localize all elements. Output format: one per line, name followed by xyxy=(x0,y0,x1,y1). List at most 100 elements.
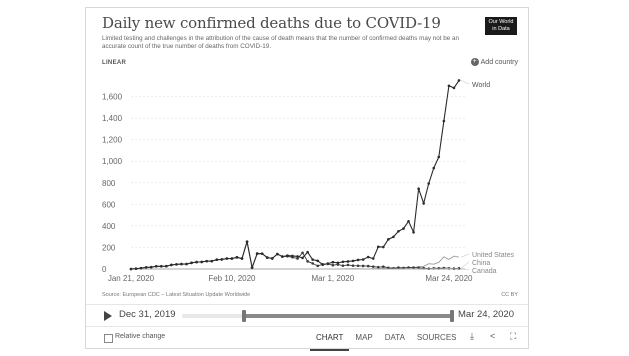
data-point xyxy=(366,264,370,268)
data-point xyxy=(260,252,264,255)
y-tick-label: 600 xyxy=(102,200,116,209)
y-tick-label: 1,200 xyxy=(102,136,123,145)
line-chart: 0 200 400 600 800 1,000 1,200 1,400 1,600 Jan 21,… xyxy=(102,79,515,283)
data-point xyxy=(316,259,320,263)
x-tick-label: Mar 1, 2020 xyxy=(311,274,354,283)
timeline-end-label: Mar 24, 2020 xyxy=(458,309,514,320)
data-point xyxy=(220,258,224,261)
data-point xyxy=(149,265,153,269)
source-note: Source: European CDC – Latest Situation … xyxy=(102,292,251,298)
series-line-china xyxy=(130,241,460,270)
data-point xyxy=(356,264,360,268)
data-point xyxy=(311,262,314,265)
fullscreen-icon[interactable]: ⛶ xyxy=(510,331,517,341)
data-point xyxy=(296,257,299,260)
data-point xyxy=(356,258,360,262)
tab-sources[interactable]: SOURCES xyxy=(416,333,457,342)
license-note: CC BY xyxy=(501,292,518,298)
data-point xyxy=(422,202,425,205)
y-tick-label: 1,600 xyxy=(102,93,123,102)
chart-footer: Relative change CHART MAP DATA SOURCES ⤓… xyxy=(86,326,528,351)
timeline-start-handle[interactable] xyxy=(242,310,246,322)
share-icon[interactable]: < xyxy=(490,331,496,341)
data-point xyxy=(341,264,345,267)
tab-data[interactable]: DATA xyxy=(384,333,405,342)
series-line-canada xyxy=(131,267,460,270)
owid-logo[interactable]: Our World in Data xyxy=(485,17,517,35)
data-point xyxy=(351,264,355,267)
data-point xyxy=(306,260,309,263)
x-tick-label: Jan 21, 2020 xyxy=(108,274,155,283)
tab-chart[interactable]: CHART xyxy=(310,327,350,351)
data-point xyxy=(407,266,410,269)
data-point xyxy=(392,235,395,239)
data-point xyxy=(190,261,193,265)
play-icon[interactable] xyxy=(104,311,112,321)
data-point xyxy=(165,264,168,268)
series-line-world xyxy=(130,80,460,270)
data-point xyxy=(159,265,163,268)
data-point xyxy=(270,257,274,260)
data-point xyxy=(276,252,279,256)
data-point xyxy=(376,245,380,249)
data-point xyxy=(387,238,390,241)
data-point xyxy=(255,252,259,255)
tab-map[interactable]: MAP xyxy=(355,333,373,342)
chart-card: Daily new confirmed deaths due to COVID-… xyxy=(85,7,529,351)
download-icon[interactable]: ⤓ xyxy=(470,331,474,341)
data-point xyxy=(321,263,325,266)
y-tick-label: 400 xyxy=(102,222,116,231)
data-point xyxy=(407,219,410,223)
data-point xyxy=(387,266,390,270)
add-country-button[interactable]: + Add country xyxy=(470,58,518,66)
data-point xyxy=(336,261,340,265)
data-point xyxy=(230,257,234,260)
series-label: China xyxy=(472,260,490,267)
timeline-selected-range xyxy=(244,314,452,318)
data-point xyxy=(326,262,330,265)
timeline-start-label: Dec 31, 2019 xyxy=(119,309,176,320)
data-point xyxy=(382,265,385,268)
scale-toggle[interactable]: LINEAR xyxy=(102,60,127,66)
data-point xyxy=(205,259,208,263)
y-tick-label: 200 xyxy=(102,243,116,252)
data-point xyxy=(437,155,441,159)
chart-subtitle: Limited testing and challenges in the at… xyxy=(102,35,460,50)
data-point xyxy=(452,86,456,90)
x-tick-label: Mar 24, 2020 xyxy=(425,274,473,283)
data-point xyxy=(235,256,239,259)
y-tick-label: 1,000 xyxy=(102,157,123,166)
data-point xyxy=(240,257,244,260)
data-point xyxy=(301,251,304,255)
data-point xyxy=(331,263,335,267)
y-tick-label: 800 xyxy=(102,179,116,188)
add-country-label: Add country xyxy=(480,58,518,66)
data-point xyxy=(311,258,314,261)
timeline-end-handle[interactable] xyxy=(450,310,454,322)
data-point xyxy=(402,227,405,230)
data-point xyxy=(442,119,446,123)
data-point xyxy=(225,257,229,260)
data-point xyxy=(195,260,198,264)
series-label-connector xyxy=(460,80,470,85)
data-point xyxy=(144,266,148,269)
data-point xyxy=(351,259,355,263)
data-point xyxy=(286,254,289,257)
data-point xyxy=(412,266,415,269)
data-point xyxy=(139,266,143,270)
relative-change-checkbox[interactable] xyxy=(104,334,113,343)
data-point xyxy=(301,256,304,260)
series-label-connector xyxy=(460,261,470,269)
data-point xyxy=(215,258,219,262)
data-point xyxy=(427,182,431,185)
logo-line-1: Our World xyxy=(488,19,514,25)
data-point xyxy=(265,256,269,259)
data-point xyxy=(200,260,203,264)
series-label-connector xyxy=(460,253,470,258)
view-tabs: CHART MAP DATA SOURCES xyxy=(310,327,462,351)
data-point xyxy=(331,260,335,264)
data-point xyxy=(316,264,320,268)
data-point xyxy=(361,264,365,268)
data-point xyxy=(281,255,284,258)
data-point xyxy=(291,254,294,258)
